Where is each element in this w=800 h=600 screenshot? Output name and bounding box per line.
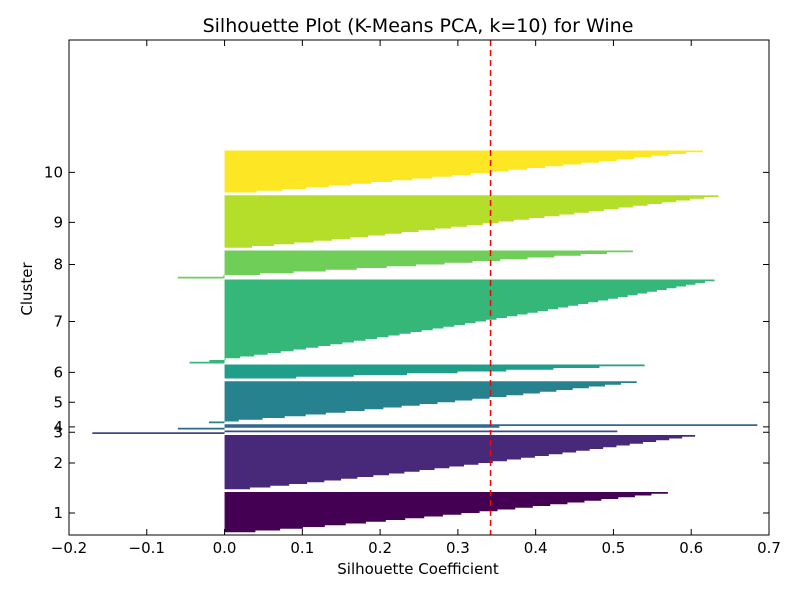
- y-tick-label: 10: [44, 163, 63, 181]
- x-axis: −0.2 −0.1 0.0 0.1 0.2 0.3 0.4 0.5 0.6 0.7: [51, 40, 781, 557]
- plot-frame: [68, 39, 770, 536]
- silhouette-cluster-9: [224, 195, 719, 250]
- silhouette-cluster-1: [224, 492, 668, 534]
- y-axis: 1 2 34 5 6 7 8 9 10: [44, 163, 769, 522]
- silhouette-cluster-10: [224, 150, 703, 195]
- y-tick-label: 8: [53, 256, 63, 274]
- y-tick-label: 1: [53, 504, 63, 522]
- y-tick-label: 6: [53, 363, 63, 381]
- x-tick-label: 0.4: [524, 539, 548, 557]
- chart-title: Silhouette Plot (K-Means PCA, k=10) for …: [203, 15, 634, 37]
- silhouette-cluster-8: [177, 250, 633, 279]
- x-tick-label: −0.2: [51, 539, 87, 557]
- y-tick-label: 5: [53, 393, 63, 411]
- silhouette-cluster-2: [224, 435, 696, 491]
- y-tick-label: 7: [53, 313, 63, 331]
- y-tick-label: 9: [53, 213, 63, 231]
- x-tick-label: 0.7: [757, 539, 781, 557]
- x-tick-label: 0.0: [213, 539, 237, 557]
- x-tick-label: 0.1: [290, 539, 314, 557]
- plot-area: [92, 40, 758, 535]
- y-tick-label: 3: [53, 423, 63, 441]
- x-tick-label: 0.2: [368, 539, 392, 557]
- x-tick-label: −0.1: [129, 539, 165, 557]
- y-tick-label: 4: [53, 418, 63, 436]
- silhouette-cluster-6: [224, 364, 645, 381]
- x-tick-label: 0.5: [602, 539, 626, 557]
- y-tick-label: 2: [53, 454, 63, 472]
- x-tick-label: 0.6: [679, 539, 703, 557]
- x-axis-label: Silhouette Coefficient: [337, 560, 499, 578]
- silhouette-cluster-5: [209, 381, 637, 424]
- silhouette-cluster-7: [189, 279, 715, 364]
- x-tick-label: 0.3: [446, 539, 470, 557]
- y-axis-label: Cluster: [18, 262, 36, 316]
- silhouette-cluster-3: [92, 430, 618, 434]
- silhouette-cluster-4: [177, 424, 758, 430]
